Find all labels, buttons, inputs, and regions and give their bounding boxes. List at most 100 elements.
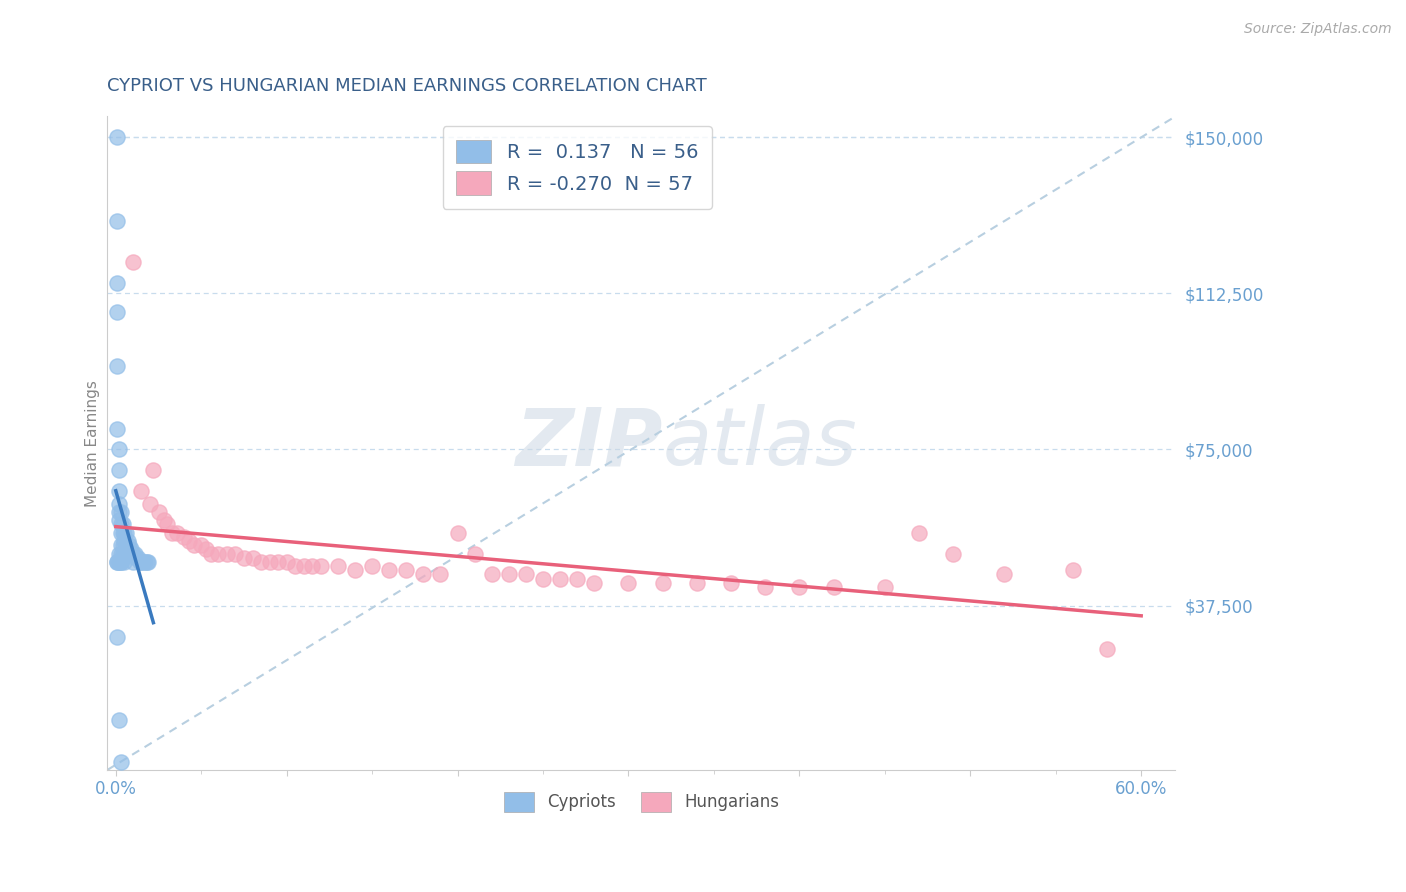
Point [111,538,134,552]
Point [173,530,195,544]
Point [107,422,129,436]
Point [107,555,129,569]
Point [233,550,256,565]
Point [567,572,589,586]
Point [651,575,673,590]
Point [135,555,157,569]
Point [108,484,131,499]
Text: CYPRIOT VS HUNGARIAN MEDIAN EARNINGS CORRELATION CHART: CYPRIOT VS HUNGARIAN MEDIAN EARNINGS COR… [107,78,707,95]
Point [378,563,401,577]
Point [301,559,323,574]
Point [108,713,131,727]
Y-axis label: Median Earnings: Median Earnings [86,380,100,507]
Point [110,505,132,519]
Point [148,505,170,519]
Point [548,572,571,586]
Point [993,567,1015,582]
Point [242,550,264,565]
Point [115,525,138,540]
Point [412,567,434,582]
Point [107,130,129,145]
Point [1095,642,1118,657]
Point [215,547,238,561]
Point [200,547,222,561]
Point [464,547,486,561]
Point [122,255,145,269]
Point [110,555,132,569]
Point [125,550,148,565]
Point [152,513,174,527]
Point [110,517,132,532]
Point [686,575,709,590]
Point [132,555,155,569]
Point [259,555,281,569]
Point [166,525,188,540]
Point [112,555,135,569]
Point [111,517,134,532]
Point [110,547,132,561]
Point [110,555,132,569]
Point [134,555,156,569]
Point [617,575,640,590]
Text: atlas: atlas [662,404,858,483]
Point [128,555,150,569]
Legend: Cypriots, Hungarians: Cypriots, Hungarians [495,783,787,821]
Point [118,547,141,561]
Point [108,442,131,457]
Point [122,555,145,569]
Point [183,538,205,552]
Point [108,547,131,561]
Point [110,525,132,540]
Point [110,755,132,769]
Point [515,567,537,582]
Point [131,555,153,569]
Point [190,538,212,552]
Point [108,505,131,519]
Point [117,534,139,549]
Point [112,534,135,549]
Point [142,463,165,477]
Point [127,550,149,565]
Point [107,305,129,319]
Point [1062,563,1084,577]
Point [224,547,246,561]
Point [789,580,811,594]
Point [107,555,129,569]
Point [124,547,146,561]
Point [111,525,134,540]
Point [292,559,315,574]
Point [531,572,554,586]
Point [179,534,201,549]
Point [107,359,129,374]
Point [107,276,129,290]
Point [344,563,367,577]
Point [160,525,183,540]
Point [117,542,139,557]
Text: Source: ZipAtlas.com: Source: ZipAtlas.com [1244,22,1392,37]
Point [118,538,141,552]
Point [117,547,139,561]
Point [115,547,138,561]
Point [108,555,131,569]
Point [207,547,229,561]
Point [446,525,468,540]
Point [250,555,273,569]
Point [136,555,159,569]
Point [107,213,129,227]
Point [754,580,776,594]
Point [108,555,131,569]
Point [284,559,307,574]
Point [326,559,349,574]
Point [481,567,503,582]
Point [131,484,153,499]
Point [110,538,132,552]
Point [267,555,290,569]
Point [395,563,418,577]
Point [195,542,218,557]
Point [111,547,134,561]
Point [823,580,845,594]
Point [108,513,131,527]
Point [276,555,298,569]
Point [309,559,332,574]
Text: ZIP: ZIP [515,404,662,483]
